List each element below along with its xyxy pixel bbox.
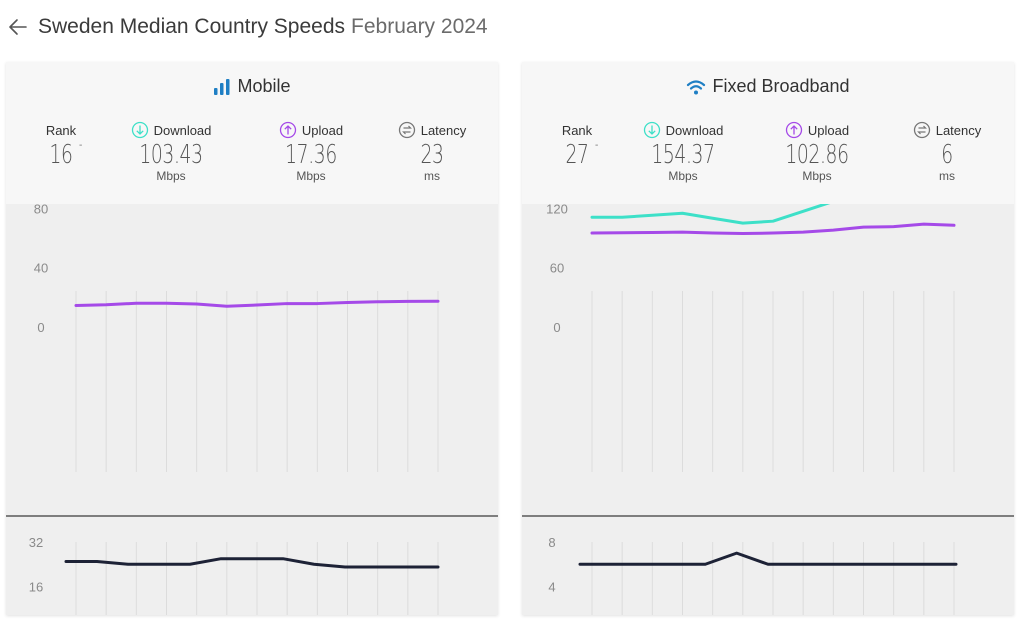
fixed-latency-unit: ms	[939, 169, 955, 183]
download-label: Download	[665, 122, 724, 138]
speed-ytick-label: 0	[37, 320, 44, 335]
fixed-panel: Fixed Broadband Rank 27 - Download 154.3…	[522, 62, 1014, 615]
upload-label: Upload	[807, 122, 850, 138]
mobile-rank-value: 16	[49, 140, 73, 170]
speed-ytick-label: 0	[553, 320, 560, 335]
download-series-line	[590, 204, 831, 225]
page-title: Sweden Median Country Speeds	[38, 15, 346, 38]
fixed-download-stat: Download 154.37 Mbps	[628, 120, 738, 183]
mobile-title: Mobile	[6, 76, 498, 97]
mobile-download-unit: Mbps	[156, 169, 186, 183]
fixed-rank-change: -	[595, 140, 599, 151]
download-icon	[131, 121, 148, 139]
fixed-latency-stat: Latency 6 ms	[892, 120, 1002, 183]
mobile-rank-change: -	[79, 140, 83, 151]
rank-label: Rank	[561, 122, 593, 138]
latency-label: Latency	[935, 122, 982, 138]
latency-series-line	[578, 551, 958, 566]
latency-icon	[398, 121, 415, 139]
latency-ytick-label: 4	[548, 580, 555, 595]
mobile-summary: Mobile Rank 16 - Download 103.43 Mbps Up…	[6, 62, 498, 204]
mobile-latency-value: 23	[420, 140, 444, 170]
speed-ytick-label: 60	[550, 261, 564, 276]
wifi-icon	[687, 79, 706, 94]
fixed-summary: Fixed Broadband Rank 27 - Download 154.3…	[522, 62, 1014, 204]
mobile-download-value: 103.43	[139, 140, 203, 170]
fixed-latency-value: 6	[941, 140, 953, 170]
mobile-upload-unit: Mbps	[296, 169, 326, 183]
latency-label: Latency	[420, 122, 467, 138]
mobile-upload-stat: Upload 17.36 Mbps	[256, 120, 366, 183]
mobile-upload-value: 17.36	[285, 140, 337, 170]
latency-ytick-label: 32	[29, 535, 43, 550]
upload-icon	[785, 121, 803, 139]
mobile-latency-unit: ms	[424, 169, 440, 183]
download-icon	[643, 121, 660, 139]
fixed-upload-stat: Upload 102.86 Mbps	[762, 120, 872, 183]
mobile-chart: 040801200163202 / 202302 / 2024	[6, 204, 498, 615]
latency-series-line	[64, 557, 440, 569]
fixed-chart: 06012018004802 / 202302 / 2024	[522, 204, 1014, 615]
rank-label: Rank	[45, 122, 77, 138]
fixed-upload-unit: Mbps	[802, 169, 832, 183]
mobile-latency-stat: Latency 23 ms	[377, 120, 487, 183]
page-date: February 2024	[351, 15, 488, 38]
download-label: Download	[153, 122, 212, 138]
fixed-download-unit: Mbps	[668, 169, 698, 183]
upload-label: Upload	[301, 122, 344, 138]
back-arrow-icon[interactable]	[6, 15, 30, 39]
upload-icon	[279, 121, 297, 139]
upload-series-line	[590, 222, 956, 236]
latency-ytick-label: 16	[29, 580, 43, 595]
fixed-rank-value: 27	[565, 140, 589, 170]
speed-ytick-label: 40	[34, 261, 48, 276]
speed-ytick-label: 120	[546, 204, 568, 216]
mobile-panel: Mobile Rank 16 - Download 103.43 Mbps Up…	[6, 62, 498, 615]
mobile-title-text: Mobile	[237, 76, 291, 96]
fixed-title-text: Fixed Broadband	[712, 76, 850, 96]
upload-series-line	[74, 299, 440, 308]
mobile-download-stat: Download 103.43 Mbps	[116, 120, 226, 183]
signal-bars-icon	[214, 78, 230, 95]
latency-ytick-label: 8	[548, 535, 555, 550]
fixed-upload-value: 102.86	[785, 140, 849, 170]
mobile-rank-stat: Rank 16 -	[6, 120, 116, 171]
fixed-rank-stat: Rank 27 -	[522, 120, 632, 171]
page-header: Sweden Median Country Speeds February 20…	[6, 12, 488, 42]
fixed-download-value: 154.37	[651, 140, 715, 170]
speed-ytick-label: 80	[34, 204, 48, 216]
latency-icon	[913, 121, 930, 139]
fixed-title: Fixed Broadband	[522, 76, 1014, 97]
